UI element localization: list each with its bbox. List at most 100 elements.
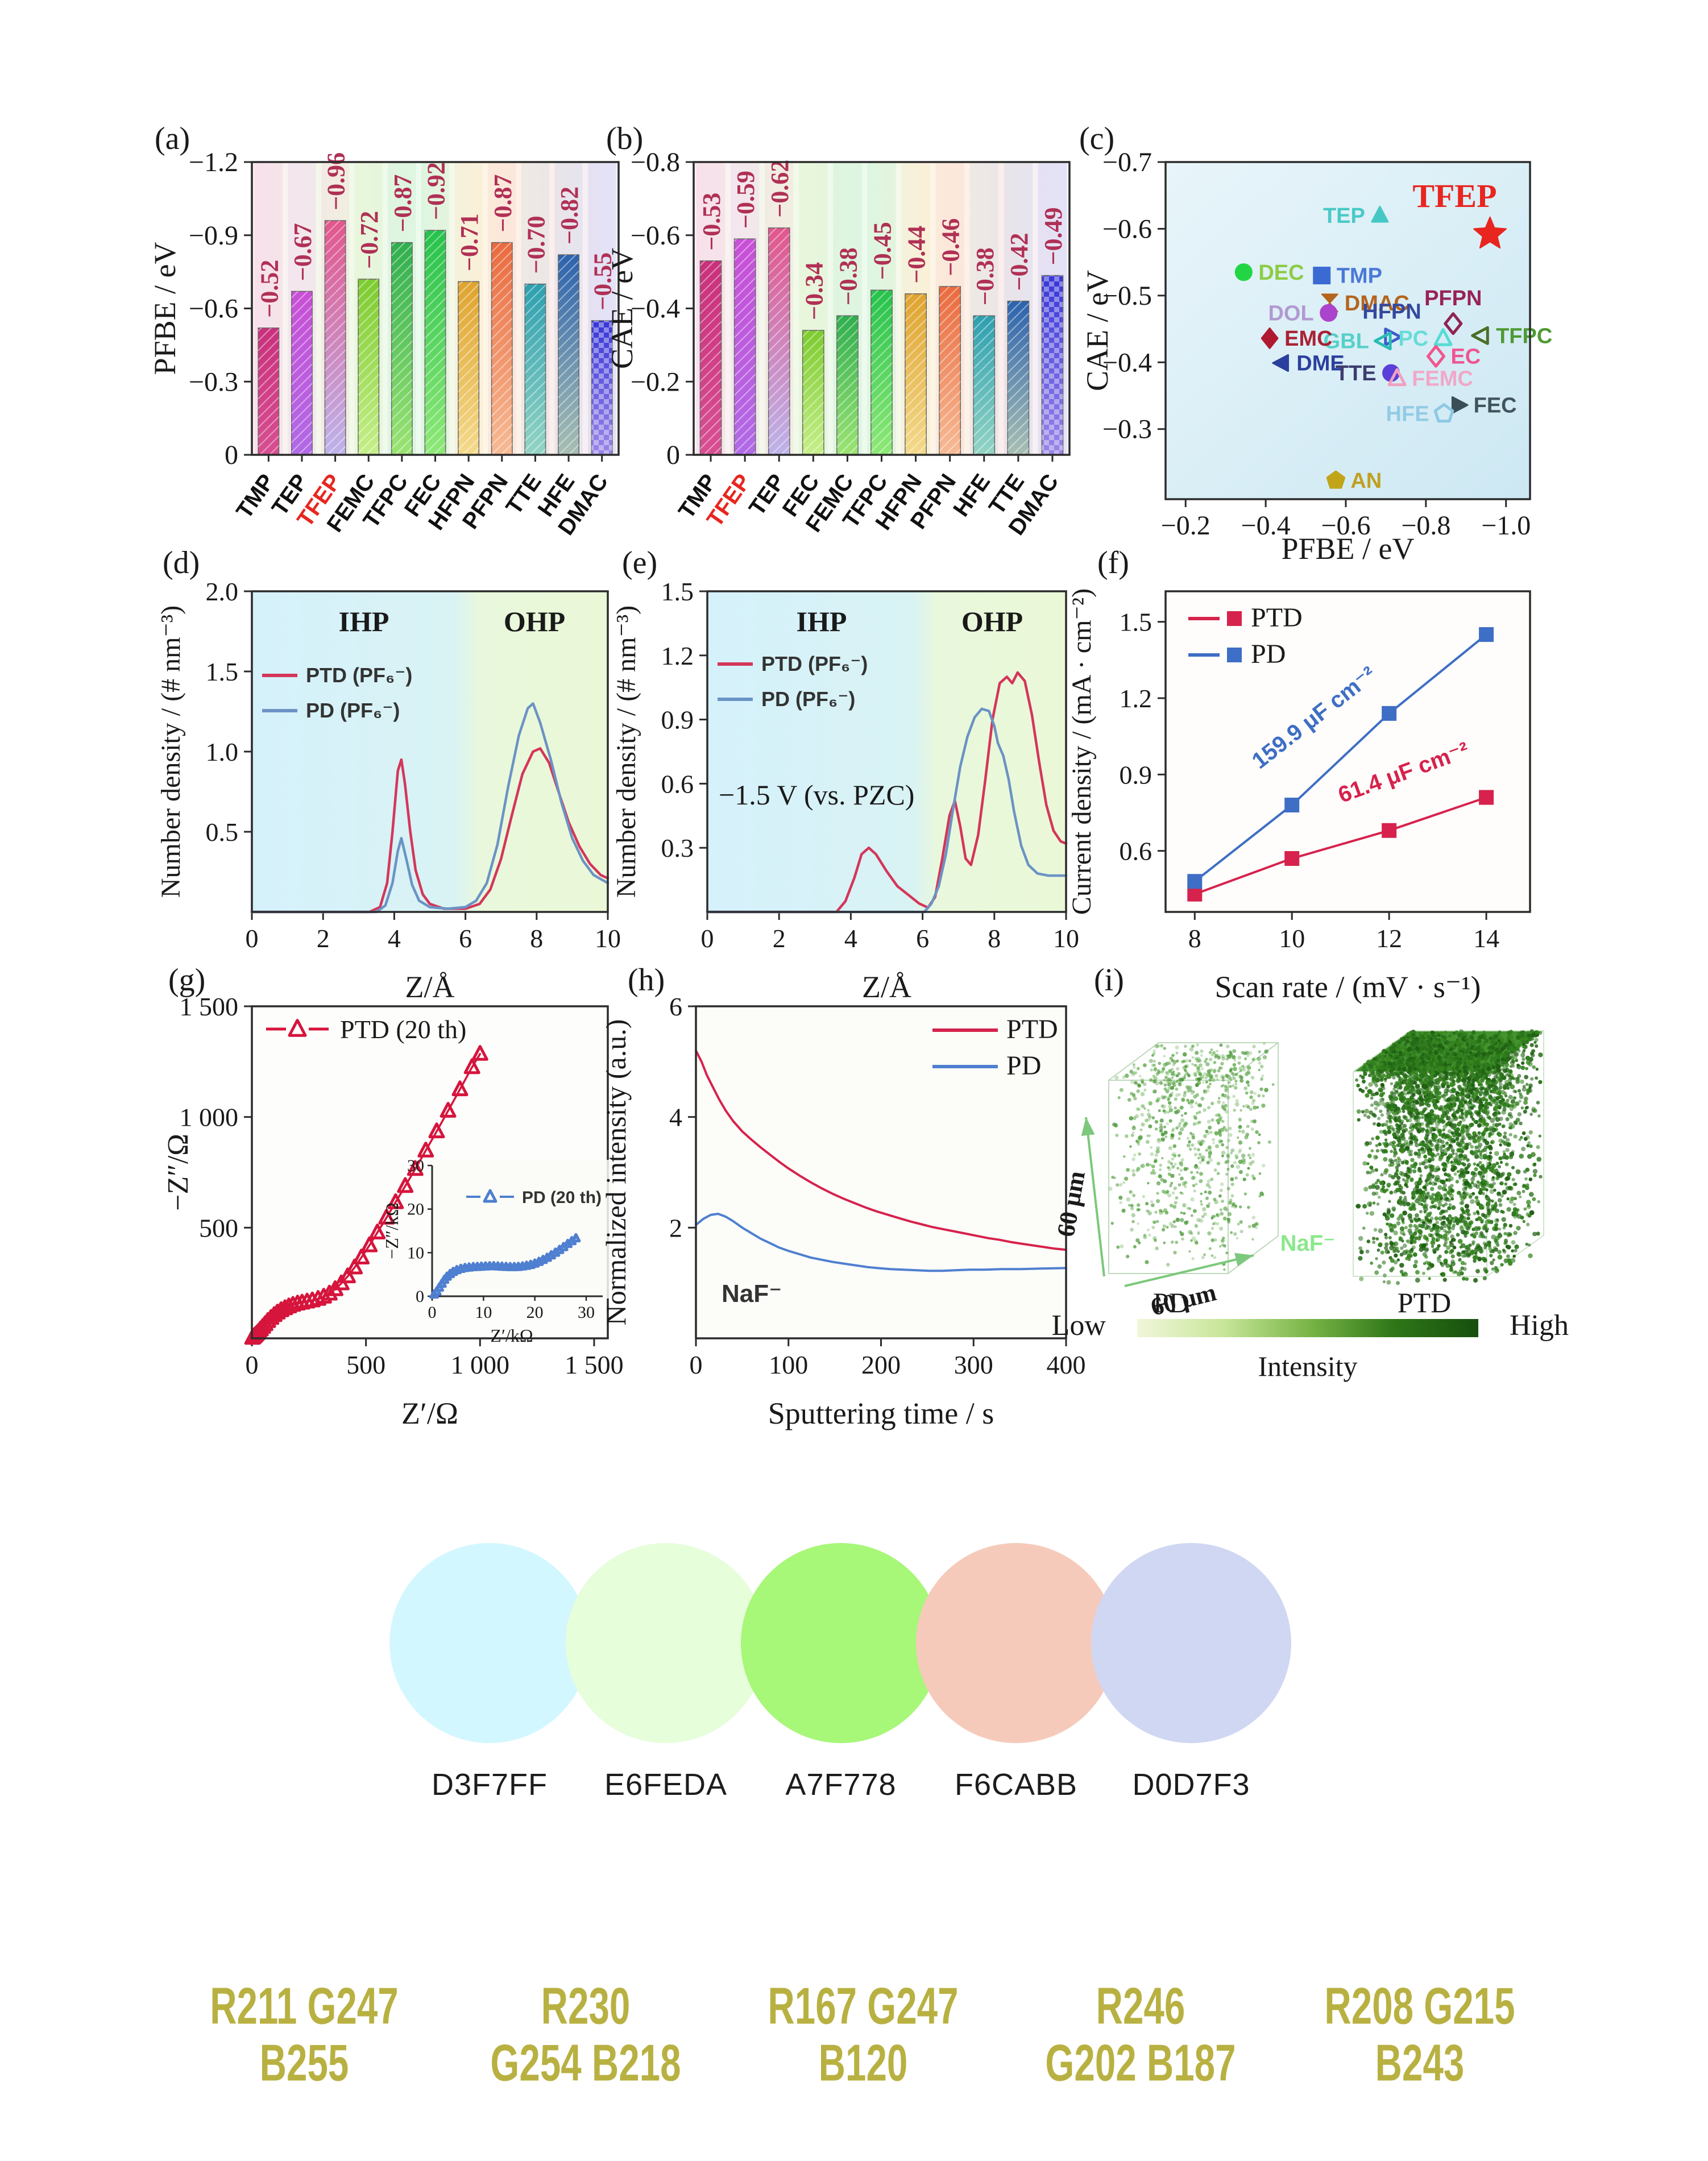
legend-label: PTD (PF₆⁻) (306, 663, 412, 687)
y-tick-label: 0.6 (661, 769, 694, 798)
scatter-point-PC: PC (1398, 327, 1453, 351)
y-axis-title: Normalized intensity (a.u.) (600, 1019, 632, 1326)
x-tick-label: −0.6 (1321, 511, 1370, 541)
inset-y-axis-title: −Z″/kΩ (382, 1202, 402, 1259)
x-tick-label: 0 (246, 1350, 259, 1379)
rgb-caption-line2: B255 (259, 2034, 349, 2092)
bar-value-label: −0.87 (489, 175, 517, 233)
bar-series (699, 227, 1064, 455)
bar-value-label: −0.52 (255, 260, 283, 318)
y-tick-label: −0.5 (1102, 281, 1152, 311)
inset-y-tick: 20 (407, 1200, 424, 1219)
y-tick-label: −0.6 (631, 221, 680, 251)
x-tick-label: 400 (1047, 1350, 1086, 1379)
inset-y-tick: 10 (407, 1243, 424, 1262)
bar-value-label: −0.34 (800, 262, 828, 320)
panel-h: 0 100 200 300 400 2 4 6 PTD PD NaF⁻ (h) Normalized i… (600, 963, 1086, 1430)
inset-x-tick: 20 (527, 1303, 544, 1322)
tomography-cube-ptd (1353, 1029, 1544, 1285)
bar-value-label: −0.72 (355, 211, 383, 269)
swatch-hex-label: D0D7F3 (1132, 1768, 1250, 1802)
panel-letter: (d) (163, 545, 200, 580)
rgb-caption: R167 G247 B120 (715, 1977, 1011, 2092)
rgb-caption-line1: R246 (1096, 1977, 1185, 2035)
swatch-hex-label: E6FEDA (604, 1768, 728, 1802)
legend-label: PD (1006, 1051, 1041, 1081)
y-tick-label: 1 500 (180, 992, 239, 1021)
annotation: NaF⁻ (722, 1280, 782, 1308)
scatter-point-EC: EC (1427, 345, 1481, 369)
swatch-hex-label: D3F7FF (431, 1768, 548, 1802)
y-tick-label: 4 (669, 1103, 682, 1132)
x-tick-label: 10 (1279, 924, 1305, 953)
scatter-point-GBL: GBL (1324, 330, 1392, 354)
legend-label: PD (1251, 639, 1286, 669)
point-label: TFEP (1412, 177, 1496, 214)
x-tick-label: 0 (701, 924, 714, 953)
sample-label-pd: PD (1153, 1287, 1189, 1318)
y-tick-label: 2.0 (206, 577, 239, 606)
panel-b: 0−0.2−0.4−0.6−0.8−0.53TMP−0.59TFEP−0.62T… (605, 121, 1071, 540)
bar-value-label: −0.87 (389, 175, 417, 233)
bar-value-label: −0.70 (522, 216, 550, 274)
rgb-caption-line1: R167 G247 (768, 1977, 959, 2035)
y-tick-label: −0.4 (1102, 347, 1152, 378)
y-tick-label: −0.9 (189, 221, 238, 251)
point-label: EC (1450, 345, 1481, 369)
scatter-point-TMP: TMP (1313, 264, 1382, 288)
bar-value-label: −0.42 (1005, 233, 1033, 291)
inset-x-tick: 30 (578, 1303, 595, 1322)
scatter-point-TEP: TEP (1323, 204, 1389, 228)
y-tick-label: 6 (669, 992, 682, 1021)
point-label: EMC (1284, 327, 1332, 351)
inset-x-axis-title: Z′/kΩ (490, 1325, 533, 1346)
bar-value-label: −0.62 (766, 160, 794, 218)
bar-value-label: −0.82 (555, 186, 583, 244)
x-tick-label: 4 (388, 924, 401, 953)
inset-y-tick: 30 (407, 1156, 424, 1175)
region-label-ohp: OHP (504, 605, 565, 637)
inset-x-tick: 0 (428, 1303, 437, 1322)
bar-value-label: −0.96 (322, 152, 350, 210)
color-swatch-circle (1091, 1543, 1291, 1743)
rgb-caption: R230 G254 B218 (438, 1977, 733, 2092)
colorbar-high-label: High (1510, 1309, 1569, 1342)
color-swatch-circle (741, 1543, 941, 1743)
point-label: TFPC (1496, 324, 1552, 348)
y-tick-label: −0.3 (189, 367, 238, 397)
x-tick-label: 6 (916, 924, 929, 953)
colorbar-title: Intensity (1258, 1350, 1358, 1382)
swatch-hex-label: A7F778 (785, 1768, 897, 1802)
sample-label-ptd: PTD (1398, 1287, 1451, 1318)
y-tick-label: 1.2 (1120, 684, 1153, 713)
x-tick-label: 4 (844, 924, 857, 953)
region-label-ihp: IHP (339, 605, 389, 637)
x-axis-title: Z/Å (405, 970, 455, 1004)
legend-label: PTD (20 th) (340, 1015, 466, 1044)
point-label: DME (1296, 351, 1344, 375)
legend-label: PD (PF₆⁻) (761, 687, 855, 711)
rgb-caption-line1: R230 (541, 1977, 631, 2035)
y-tick-label: 0.9 (661, 706, 694, 735)
point-label: TTE (1336, 362, 1377, 385)
bar-value-label: −0.44 (903, 226, 931, 284)
scatter-point-TFPC: TFPC (1471, 324, 1552, 348)
legend-label: PTD (1006, 1014, 1058, 1044)
rgb-caption: R208 G215 B243 (1272, 1977, 1568, 2092)
rgb-caption-line2: G202 B187 (1045, 2034, 1236, 2092)
point-label: TMP (1337, 264, 1382, 288)
panel-letter: (b) (606, 121, 643, 156)
bar-category-label: TMP (231, 470, 279, 523)
legend-label: PD (PF₆⁻) (306, 699, 400, 722)
region-label-ihp: IHP (797, 605, 847, 637)
data-point (1284, 851, 1300, 866)
y-tick-label: −0.2 (631, 367, 680, 397)
y-tick-label: −0.8 (631, 147, 680, 177)
tomography-cube-pd (1108, 1042, 1279, 1274)
rgb-caption-line2: B120 (818, 2034, 908, 2092)
point-label: AN (1350, 469, 1382, 493)
panel-letter: (h) (628, 963, 665, 998)
data-point (1479, 627, 1494, 642)
x-tick-label: −1.0 (1481, 511, 1531, 541)
